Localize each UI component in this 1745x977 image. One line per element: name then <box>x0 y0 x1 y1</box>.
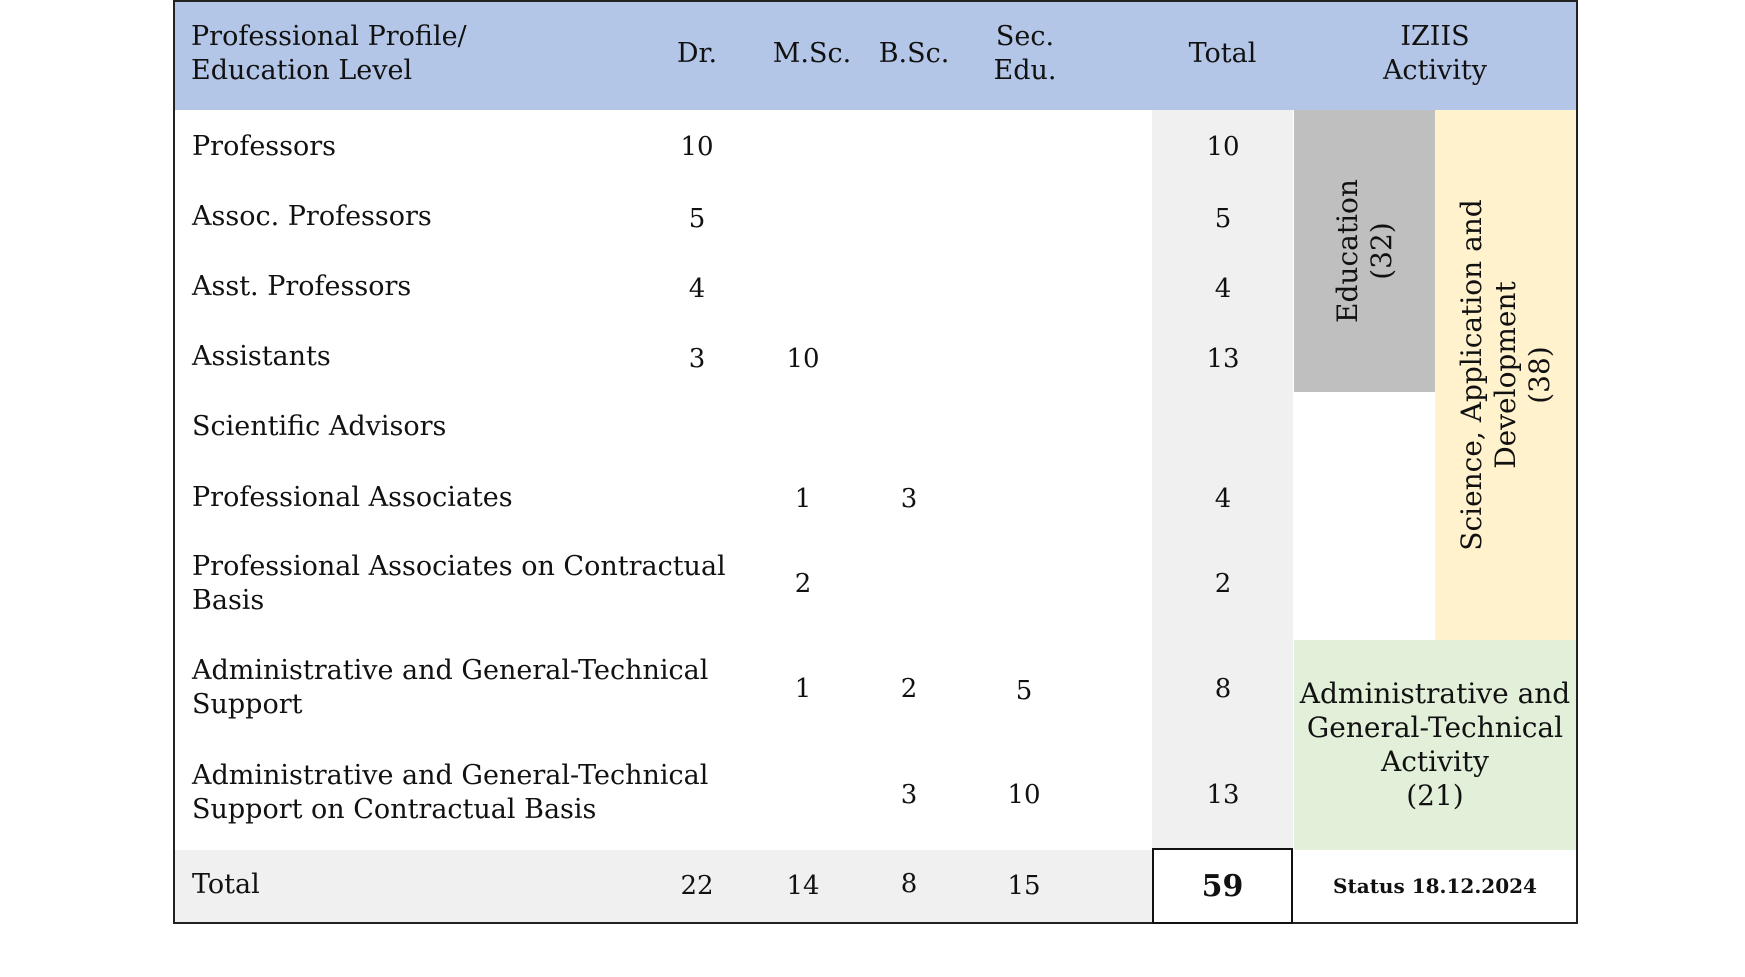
row-label: Scientific Advisors <box>192 410 446 444</box>
footer-sec: 15 <box>1007 871 1041 901</box>
row-label: Assistants <box>192 340 331 374</box>
admin-activity: Administrative and General-Technical Act… <box>1294 640 1576 850</box>
science-label-line3: (38) <box>1522 346 1556 404</box>
cell-total: 4 <box>1214 484 1232 514</box>
cell-msc: 2 <box>794 569 812 599</box>
cell-bsc: 2 <box>900 674 918 704</box>
row-label: Professors <box>192 130 336 164</box>
cell-total: 13 <box>1206 780 1240 810</box>
cell-total: 2 <box>1214 569 1232 599</box>
education-activity: Education (32) <box>1294 110 1435 392</box>
science-label: Science, Application and Development (38… <box>1455 199 1557 550</box>
admin-label: Administrative and General-Technical Act… <box>1300 677 1570 813</box>
cell-msc: 10 <box>786 344 820 374</box>
total-column <box>1152 110 1293 850</box>
cell-total: 8 <box>1214 674 1232 704</box>
footer-bsc: 8 <box>900 869 918 899</box>
header-activity-line2: Activity <box>1382 55 1488 86</box>
row-label: Professional Associates <box>192 481 513 515</box>
row-label: Professional Associates on Contractual B… <box>192 550 726 618</box>
admin-label-line2: General-Technical <box>1306 711 1564 744</box>
row-label: Assoc. Professors <box>192 200 432 234</box>
row-label-line1: Scientific Advisors <box>192 411 447 442</box>
cell-sec: 5 <box>1015 676 1033 706</box>
header-bsc: B.Sc. <box>878 38 950 69</box>
row-label-line1: Assoc. Professors <box>192 201 432 232</box>
row-label-line2: Support <box>192 689 303 720</box>
row-label-line1: Administrative and General-Technical <box>192 760 709 791</box>
header-dr: Dr. <box>676 38 718 69</box>
cell-dr: 5 <box>688 204 706 234</box>
row-label-line1: Administrative and General-Technical <box>192 655 709 686</box>
status-date: Status 18.12.2024 <box>1333 874 1537 898</box>
header-total: Total <box>1188 38 1257 69</box>
row-label: Administrative and General-Technical Sup… <box>192 654 708 722</box>
header-activity-line1: IZIIS <box>1400 21 1470 52</box>
footer-dr: 22 <box>680 871 714 901</box>
science-activity: Science, Application and Development (38… <box>1435 110 1576 640</box>
education-label: Education (32) <box>1331 179 1399 323</box>
science-label-line1: Science, Application and <box>1454 199 1488 551</box>
header-profile: Professional Profile/ Education Level <box>191 20 467 88</box>
row-label: Administrative and General-Technical Sup… <box>192 759 708 827</box>
row-label-line1: Professional Associates on Contractual <box>192 551 726 582</box>
header-sec-line2: Edu. <box>993 55 1057 86</box>
row-label-line1: Assistants <box>192 341 331 372</box>
table-header: Professional Profile/ Education Level Dr… <box>175 2 1576 110</box>
cell-dr: 10 <box>680 132 714 162</box>
cell-dr: 3 <box>688 344 706 374</box>
row-label-line1: Asst. Professors <box>192 271 412 302</box>
cell-total: 4 <box>1214 274 1232 304</box>
row-label-line1: Professional Associates <box>192 482 513 513</box>
admin-label-line1: Administrative and <box>1299 677 1571 710</box>
header-profile-line1: Professional Profile/ <box>191 21 467 52</box>
footer-row <box>175 850 1152 922</box>
row-label: Asst. Professors <box>192 270 411 304</box>
cell-dr: 4 <box>688 274 706 304</box>
row-label-line1: Professors <box>192 131 337 162</box>
cell-msc: 1 <box>794 674 812 704</box>
header-sec-line1: Sec. <box>995 21 1055 52</box>
cell-bsc: 3 <box>900 780 918 810</box>
header-sec: Sec. Edu. <box>975 20 1075 88</box>
cell-msc: 1 <box>794 484 812 514</box>
row-label-line2: Support on Contractual Basis <box>192 794 597 825</box>
cell-sec: 10 <box>1007 780 1041 810</box>
staff-table: Professional Profile/ Education Level Dr… <box>173 0 1578 924</box>
admin-label-line3: Activity <box>1381 745 1489 778</box>
footer-msc: 14 <box>786 871 820 901</box>
header-msc: M.Sc. <box>772 38 852 69</box>
cell-total: 5 <box>1214 204 1232 234</box>
science-label-line2: Development <box>1488 281 1522 469</box>
header-profile-line2: Education Level <box>191 55 413 86</box>
education-label-line2: (32) <box>1364 222 1398 280</box>
footer-label: Total <box>192 869 260 900</box>
cell-total: 13 <box>1206 344 1240 374</box>
education-label-line1: Education <box>1330 179 1364 323</box>
cell-bsc: 3 <box>900 484 918 514</box>
admin-label-line4: (21) <box>1406 779 1464 812</box>
row-label-line2: Basis <box>192 585 265 616</box>
cell-total: 10 <box>1206 132 1240 162</box>
header-activity: IZIIS Activity <box>1294 20 1576 88</box>
grand-total: 59 <box>1152 848 1293 924</box>
